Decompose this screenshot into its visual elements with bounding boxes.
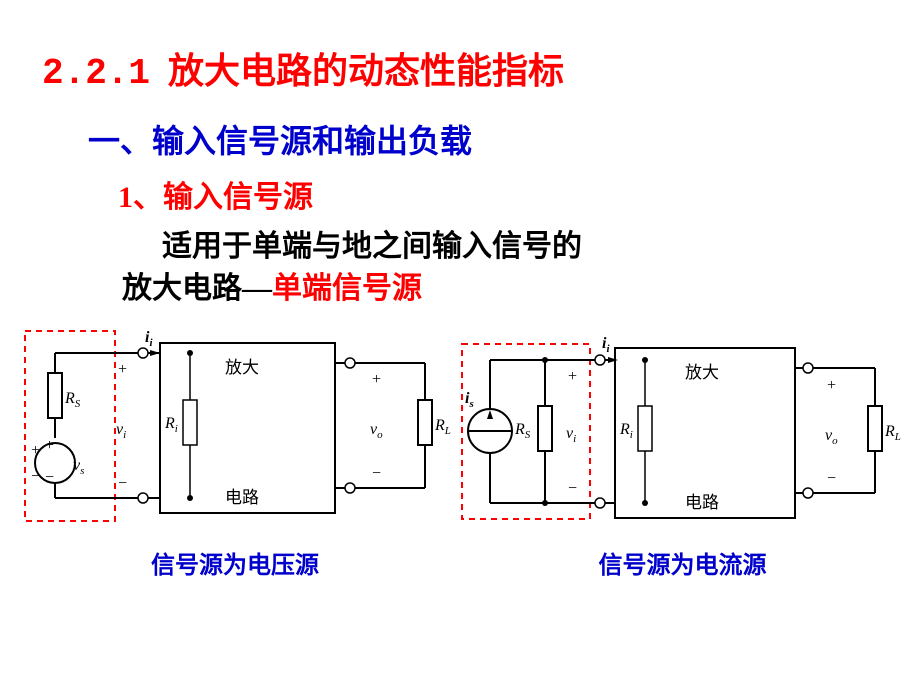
section-text <box>159 51 168 91</box>
title-block: 2.2.1 放大电路的动态性能指标 一、输入信号源和输出负载 1、输入信号源 适… <box>0 0 920 310</box>
ri-label: Ri <box>619 421 633 441</box>
terminal <box>138 348 148 358</box>
svg-text:+: + <box>827 377 836 394</box>
body-line1: 适用于单端与地之间输入信号的 <box>162 230 582 263</box>
source-box <box>25 331 115 521</box>
ri-resistor <box>183 400 197 445</box>
rs-resistor <box>538 406 552 451</box>
svg-text:−: − <box>827 470 836 487</box>
amp-label-bot: 电路 <box>685 493 719 512</box>
sub-heading: 一、输入信号源和输出负载 <box>88 116 920 162</box>
svg-text:+: + <box>568 368 577 385</box>
vs-label: vs <box>73 457 84 477</box>
current-arrow <box>487 410 493 419</box>
rl-resistor <box>418 400 432 445</box>
vo-label: vo <box>370 421 383 441</box>
vi-label: vi <box>116 421 126 441</box>
voltage-source-diagram: 放大 电路 RS + − vs + − <box>15 318 455 533</box>
svg-text:−: − <box>372 465 381 482</box>
vo-label: vo <box>825 427 838 447</box>
caption-left: 信号源为电压源 <box>151 545 319 580</box>
amp-label-top: 放大 <box>685 363 719 382</box>
rl-label: RL <box>884 423 901 443</box>
amp-label-top: 放大 <box>225 358 259 377</box>
rs-resistor <box>48 373 62 418</box>
section-number: 2.2.1 <box>42 53 150 94</box>
rl-label: RL <box>434 417 451 437</box>
voltage-source <box>35 443 75 483</box>
left-diagram-column: 放大 电路 RS + − vs + − <box>15 318 455 580</box>
ii-label: ii <box>602 335 610 355</box>
body-text: 适用于单端与地之间输入信号的 放大电路—单端信号源 <box>162 226 920 310</box>
svg-text:+: + <box>45 437 54 454</box>
current-source-diagram: 放大 电路 is RS <box>460 318 905 533</box>
main-title: 2.2.1 放大电路的动态性能指标 <box>42 42 920 94</box>
body-line2: 放大电路—单端信号源 <box>122 268 422 310</box>
svg-text:−: − <box>31 468 40 485</box>
rs-label: RS <box>514 421 531 441</box>
svg-text:−: − <box>118 475 127 492</box>
svg-text:+: + <box>31 442 40 459</box>
svg-text:−: − <box>568 480 577 497</box>
svg-text:−: − <box>45 469 54 486</box>
ri-resistor <box>638 406 652 451</box>
terminal <box>138 493 148 503</box>
svg-text:+: + <box>372 371 381 388</box>
svg-text:+: + <box>118 361 127 378</box>
caption-right: 信号源为电流源 <box>599 545 767 580</box>
arrow-ii <box>150 350 160 356</box>
rs-label: RS <box>64 390 81 410</box>
vi-label: vi <box>566 425 576 445</box>
is-label: is <box>465 390 474 410</box>
rl-resistor <box>868 406 882 451</box>
ri-label: Ri <box>164 415 178 435</box>
sub-sub-heading: 1、输入信号源 <box>118 172 920 216</box>
right-diagram-column: 放大 电路 is RS <box>460 318 905 580</box>
diagrams-row: 放大 电路 RS + − vs + − <box>0 318 920 580</box>
ii-label: ii <box>145 329 153 349</box>
amp-label-bot: 电路 <box>225 488 259 507</box>
